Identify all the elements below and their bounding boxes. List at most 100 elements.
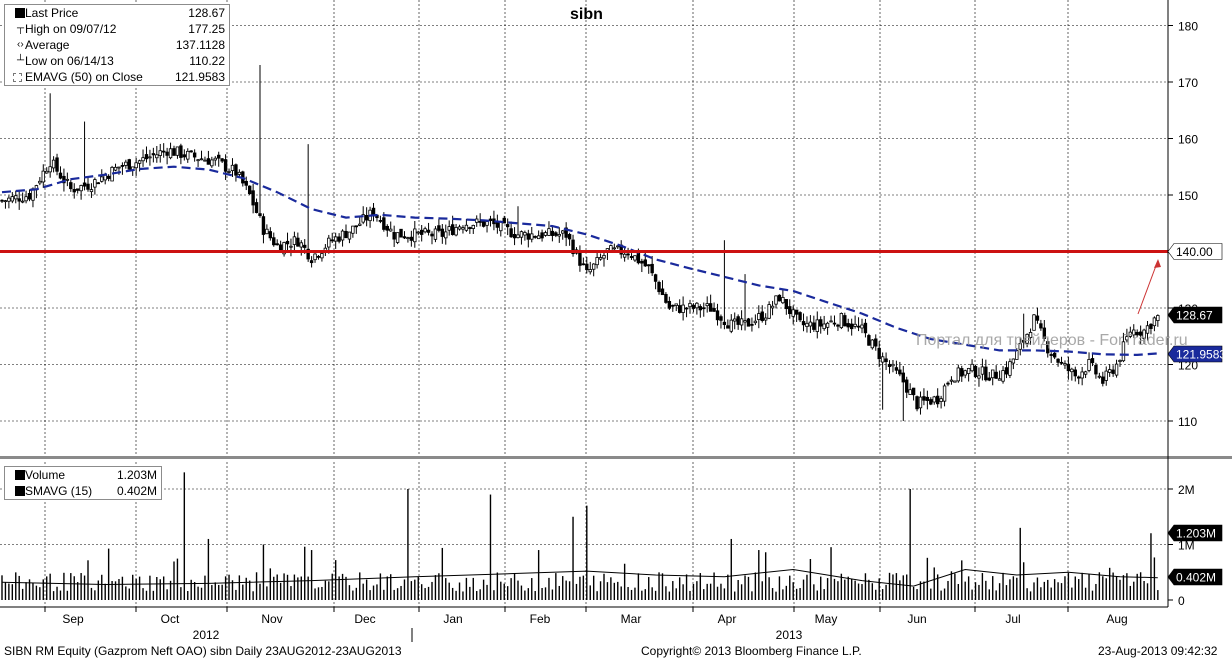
candle-body bbox=[165, 151, 169, 156]
candle-body bbox=[853, 323, 857, 327]
candle-body bbox=[554, 232, 558, 236]
x-tick-label: Jun bbox=[907, 612, 926, 626]
candle-body bbox=[602, 255, 606, 259]
candle-body bbox=[7, 197, 11, 202]
candle-body bbox=[1011, 358, 1016, 364]
legend-value: 137.1128 bbox=[175, 38, 225, 52]
candle-body bbox=[247, 185, 252, 195]
candle-body bbox=[753, 320, 758, 324]
candle-body bbox=[89, 189, 94, 193]
candle-body bbox=[426, 229, 431, 233]
candle-body bbox=[471, 224, 475, 229]
badge-shape bbox=[1167, 345, 1223, 363]
candle-body bbox=[313, 253, 317, 261]
low-marker-icon: ┴ bbox=[17, 55, 25, 66]
candle-body bbox=[505, 224, 510, 228]
candle-body bbox=[155, 154, 159, 159]
dashed-box-icon bbox=[5, 69, 25, 85]
candle-body bbox=[161, 150, 166, 153]
badge-shape bbox=[1167, 306, 1223, 324]
legend-value: 121.9583 bbox=[174, 70, 225, 84]
candle-body bbox=[440, 228, 445, 237]
candle-body bbox=[3, 200, 8, 203]
candle-body bbox=[478, 221, 482, 223]
candle-body bbox=[244, 180, 248, 186]
candle-body bbox=[1008, 361, 1012, 376]
badge-shape bbox=[1167, 524, 1223, 542]
candle-body bbox=[960, 368, 964, 377]
candle-body bbox=[423, 228, 427, 233]
candle-body bbox=[798, 312, 802, 321]
candle-body bbox=[158, 150, 162, 156]
candle-body bbox=[1066, 363, 1071, 372]
candle-body bbox=[275, 243, 279, 246]
candle-body bbox=[970, 363, 974, 372]
candle-body bbox=[516, 234, 520, 239]
candle-body bbox=[1149, 323, 1153, 329]
candle-body bbox=[918, 396, 923, 409]
candle-body bbox=[230, 164, 235, 172]
candle-body bbox=[430, 233, 434, 237]
x-tick-label: May bbox=[815, 612, 838, 626]
candle-body bbox=[475, 218, 479, 223]
badge-shape bbox=[1167, 568, 1223, 586]
arrow-head-icon bbox=[1154, 259, 1161, 268]
candle-body bbox=[684, 307, 689, 310]
candle-body bbox=[557, 234, 561, 237]
year-label: 2012 bbox=[193, 628, 220, 642]
candle-body bbox=[1087, 359, 1091, 371]
candle-body bbox=[788, 306, 792, 315]
candle-body bbox=[234, 164, 238, 176]
candle-body bbox=[997, 378, 1002, 381]
candle-body bbox=[805, 322, 809, 327]
candle-body bbox=[746, 318, 751, 327]
candle-body bbox=[75, 188, 80, 191]
candle-body bbox=[1052, 352, 1057, 358]
candle-body bbox=[58, 172, 63, 179]
candle-body bbox=[777, 294, 782, 302]
candle-body bbox=[963, 370, 967, 376]
footer-center: Copyright© 2013 Bloomberg Finance L.P. bbox=[641, 644, 862, 658]
candle-body bbox=[767, 304, 771, 319]
candle-body bbox=[237, 171, 242, 175]
candle-body bbox=[148, 156, 152, 159]
axes: 11012013014015016017018001M2MSepOctNovDe… bbox=[0, 0, 1232, 642]
candle-body bbox=[784, 299, 789, 310]
badge-label: 0.402M bbox=[1176, 571, 1216, 585]
badge-volume: 1.203M bbox=[1167, 524, 1223, 542]
candle-body bbox=[351, 225, 355, 234]
candle-body bbox=[626, 253, 630, 256]
candle-body bbox=[946, 382, 950, 385]
candle-body bbox=[1059, 361, 1064, 364]
candle-body bbox=[69, 182, 73, 190]
candle-body bbox=[296, 237, 300, 247]
candle-body bbox=[192, 152, 197, 158]
candle-body bbox=[220, 158, 224, 162]
candle-body bbox=[361, 214, 365, 223]
candle-body bbox=[382, 217, 386, 230]
legend-row-high: ┬ High on 09/07/12 177.25 bbox=[5, 21, 229, 37]
candle-body bbox=[598, 257, 603, 260]
candle-body bbox=[526, 233, 531, 240]
candle-body bbox=[874, 338, 878, 347]
candle-body bbox=[770, 305, 775, 309]
legend-row-low: ┴ Low on 06/14/13 110.22 bbox=[5, 53, 229, 69]
candle-body bbox=[144, 154, 149, 160]
candle-body bbox=[502, 217, 506, 224]
candle-body bbox=[337, 236, 341, 242]
candle-body bbox=[1039, 323, 1043, 329]
candle-body bbox=[485, 221, 489, 226]
candle-body bbox=[402, 236, 407, 239]
candle-body bbox=[45, 170, 49, 174]
candle-body bbox=[929, 399, 933, 405]
candle-body bbox=[512, 233, 517, 239]
candle-body bbox=[908, 389, 912, 395]
candle-body bbox=[151, 153, 156, 156]
candle-body bbox=[1001, 370, 1005, 382]
candle-body bbox=[79, 185, 83, 192]
candle-body bbox=[657, 281, 661, 293]
candle-body bbox=[488, 218, 493, 221]
candle-body bbox=[825, 322, 830, 328]
candle-body bbox=[715, 310, 720, 321]
candle-body bbox=[333, 236, 338, 242]
